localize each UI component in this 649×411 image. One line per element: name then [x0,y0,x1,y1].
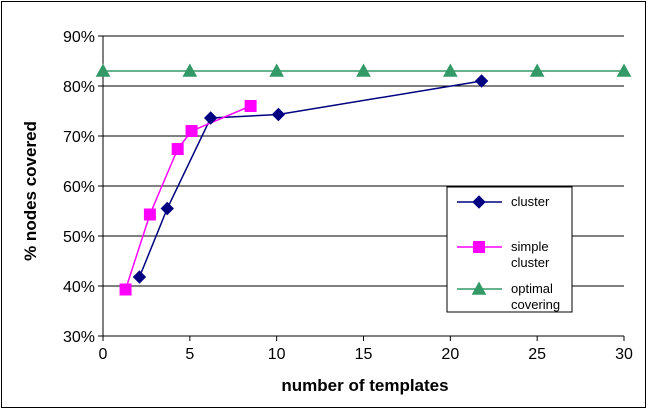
x-tick-label: 25 [528,346,546,363]
y-axis-title: % nodes covered [21,121,40,261]
point-cluster [271,107,286,122]
point-cluster [160,201,174,216]
legend-label-simple-cluster: simple [511,239,549,254]
point-cluster [132,270,147,284]
y-tick-label: 90% [63,29,95,46]
series-layer [95,63,632,296]
series-line-cluster [138,80,482,278]
point-simple-cluster [171,143,184,155]
point-optimal-covering [95,63,111,77]
point-cluster [474,74,489,88]
legend-box [446,186,573,313]
x-tick-label: 30 [615,346,633,363]
point-cluster [203,111,218,125]
point-optimal-covering [442,63,458,77]
legend-marker-simple-cluster [473,241,485,253]
legend-label-optimal-covering: covering [511,297,560,312]
legend-label-simple-cluster: cluster [511,255,550,270]
y-tick-label: 30% [63,329,95,346]
legend-marker-cluster [472,195,486,209]
y-tick-label: 70% [63,129,95,146]
legend-marker-optimal-covering [471,281,487,295]
x-tick-label: 15 [355,346,373,363]
point-optimal-covering [182,63,198,77]
axis-layer: 30% 40% 50% 60% 70% 80% 90% 0 5 10 15 20 25 30 [63,29,633,363]
legend-label-cluster: cluster [511,194,550,209]
point-optimal-covering [529,63,545,77]
point-optimal-covering [616,63,632,77]
point-simple-cluster [244,100,257,112]
x-tick-label: 10 [268,346,286,363]
y-tick-label: 40% [63,279,95,296]
x-tick-label: 5 [185,346,194,363]
x-tick-label: 0 [99,346,108,363]
legend-label-optimal-covering: optimal [511,281,553,296]
point-optimal-covering [356,63,371,77]
y-tick-label: 80% [63,79,95,96]
point-simple-cluster [119,283,132,296]
point-simple-cluster [185,125,198,137]
y-tick-label: 60% [63,179,95,196]
x-axis-title: number of templates [281,376,448,395]
point-simple-cluster [143,208,156,221]
x-tick-label: 20 [441,346,459,363]
y-tick-label: 50% [63,229,95,246]
point-optimal-covering [269,63,285,77]
